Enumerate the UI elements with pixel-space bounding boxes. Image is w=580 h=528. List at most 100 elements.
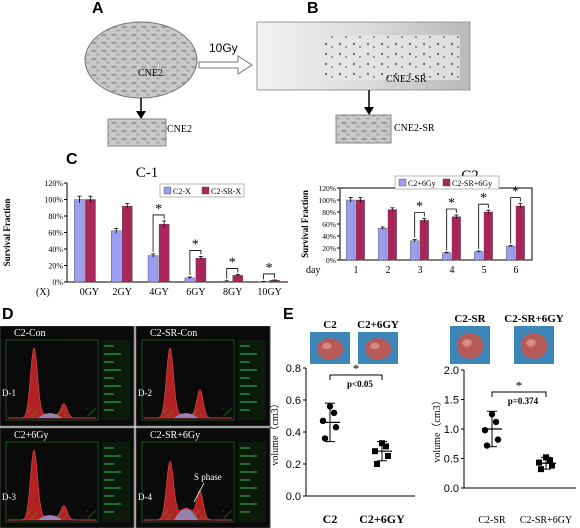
noise-dot bbox=[170, 514, 172, 516]
tumor-volume-panel: C2 C2+6GY C2-SR C2-SR+6GY 0.0 0.2 0.4 0.6 0.8 vol… bbox=[270, 313, 576, 526]
y-tick-label: 0.0 bbox=[444, 483, 459, 495]
x-tick-label: 3 bbox=[418, 265, 423, 276]
noise-dot bbox=[93, 409, 95, 411]
bar bbox=[387, 209, 397, 261]
s-phase-band bbox=[38, 413, 62, 418]
data-point bbox=[549, 462, 555, 469]
legend-swatch bbox=[201, 186, 210, 195]
bar bbox=[110, 230, 122, 283]
x-tick-label: 6GY bbox=[186, 287, 205, 298]
data-point bbox=[319, 417, 327, 424]
noise-dot bbox=[63, 517, 65, 519]
noise-dot bbox=[94, 408, 96, 410]
noise-dot bbox=[30, 408, 32, 410]
tumor-specimen bbox=[520, 333, 548, 359]
noise-dot bbox=[36, 410, 38, 412]
noise-dot bbox=[223, 517, 225, 519]
plot-frame bbox=[339, 187, 533, 261]
noise-dot bbox=[194, 412, 196, 414]
noise-dot bbox=[228, 410, 230, 412]
x-tick-label: 8GY bbox=[223, 287, 242, 298]
s-phase-band bbox=[174, 509, 198, 520]
data-point bbox=[547, 457, 553, 464]
legend-label: C2-X bbox=[173, 187, 191, 196]
noise-dot bbox=[86, 408, 88, 410]
noise-dot bbox=[63, 415, 65, 417]
chart-c2: 0% 20% 40% 60% 80% 100% 120% Survival Fraction C… bbox=[300, 168, 533, 276]
y-tick-label: 80% bbox=[48, 212, 63, 221]
histogram-title: C2-SR-Con bbox=[150, 328, 197, 339]
flow-histogram: C2+6Gy D-3 bbox=[0, 427, 135, 528]
noise-dot bbox=[32, 414, 34, 416]
data-point bbox=[483, 442, 491, 449]
noise-dot bbox=[60, 512, 62, 514]
noise-dot bbox=[35, 411, 37, 413]
noise-dot bbox=[61, 409, 63, 411]
noise-dot bbox=[227, 411, 229, 413]
noise-dot bbox=[230, 510, 232, 512]
y-tick-label: 0.6 bbox=[286, 395, 301, 407]
tumor-highlight bbox=[526, 339, 536, 347]
s-phase-band bbox=[174, 413, 198, 418]
bar bbox=[483, 211, 493, 261]
noise-dot bbox=[168, 414, 170, 416]
noise-dot bbox=[198, 510, 200, 512]
noise-dot bbox=[169, 413, 171, 415]
x-tick-label: 10GY bbox=[257, 287, 281, 298]
noise-dot bbox=[230, 408, 232, 410]
noise-dot bbox=[33, 515, 35, 517]
bar bbox=[74, 199, 85, 283]
y-tick-label: 40% bbox=[322, 232, 336, 241]
group-label: C2-SR+6GY bbox=[520, 515, 572, 526]
significance-bracket bbox=[189, 250, 202, 276]
chart-c1: 0% 20% 40% 60% 80% 100% 120% Survival Fraction C… bbox=[2, 165, 288, 298]
noise-dot bbox=[92, 512, 94, 514]
noise-dot bbox=[30, 510, 32, 512]
data-point bbox=[538, 466, 544, 473]
noise-dot bbox=[143, 517, 145, 519]
noise-dot bbox=[169, 515, 171, 517]
bar bbox=[474, 251, 484, 261]
noise-dot bbox=[224, 414, 226, 416]
noise-dot bbox=[88, 414, 90, 416]
data-point bbox=[383, 443, 389, 450]
cne2-sr-thumb-label: CNE2-SR bbox=[394, 123, 435, 134]
noise-dot bbox=[60, 410, 62, 412]
y-tick-label: 0% bbox=[52, 278, 63, 287]
group-label: C2+6GY bbox=[359, 512, 405, 526]
noise-dot bbox=[200, 516, 202, 518]
stats-panel bbox=[102, 442, 130, 522]
noise-dot bbox=[192, 516, 194, 518]
noise-dot bbox=[65, 413, 67, 415]
y-axis-label: Survival Fraction bbox=[2, 199, 12, 267]
noise-dot bbox=[229, 409, 231, 411]
tumor-specimen bbox=[316, 338, 344, 360]
panel-ab-graphic bbox=[84, 21, 471, 147]
bar bbox=[451, 216, 461, 261]
noise-dot bbox=[223, 415, 225, 417]
noise-dot bbox=[90, 514, 92, 516]
noise-dot bbox=[94, 510, 96, 512]
cne2-sr-thumbnail bbox=[335, 114, 392, 144]
s-phase-pointer bbox=[193, 482, 205, 503]
data-point bbox=[492, 418, 500, 426]
noise-dot bbox=[229, 511, 231, 513]
legend: C2-X C2-SR-X bbox=[159, 183, 245, 198]
noise-dot bbox=[167, 517, 169, 519]
noise-dot bbox=[59, 411, 61, 413]
noise-dot bbox=[64, 516, 66, 518]
cne2-label: CNE2 bbox=[138, 68, 163, 79]
noise-dot bbox=[225, 515, 227, 517]
data-point bbox=[494, 436, 502, 443]
noise-dot bbox=[228, 512, 230, 514]
cne2-sr-label: CNE2-SR bbox=[386, 74, 427, 85]
significance-star: * bbox=[512, 185, 519, 200]
noise-dot bbox=[166, 510, 168, 512]
significance-bracket bbox=[152, 214, 165, 252]
x-tick-label: 1 bbox=[354, 265, 359, 276]
noise-dot bbox=[92, 410, 94, 412]
noise-dot bbox=[64, 414, 66, 416]
y-tick-label: 0.2 bbox=[286, 459, 301, 471]
y-axis-label: volume（cm3） bbox=[270, 398, 281, 465]
significance-bracket bbox=[491, 391, 547, 397]
